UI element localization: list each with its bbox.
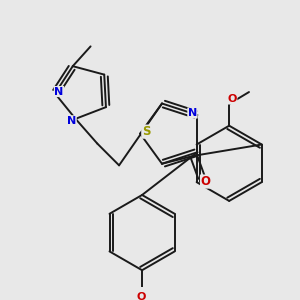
Text: S: S — [142, 125, 150, 138]
Text: O: O — [227, 94, 237, 104]
Text: N: N — [67, 116, 76, 126]
Text: N: N — [54, 86, 64, 97]
Text: N: N — [188, 108, 197, 118]
Text: O: O — [136, 292, 146, 300]
Text: O: O — [200, 175, 211, 188]
